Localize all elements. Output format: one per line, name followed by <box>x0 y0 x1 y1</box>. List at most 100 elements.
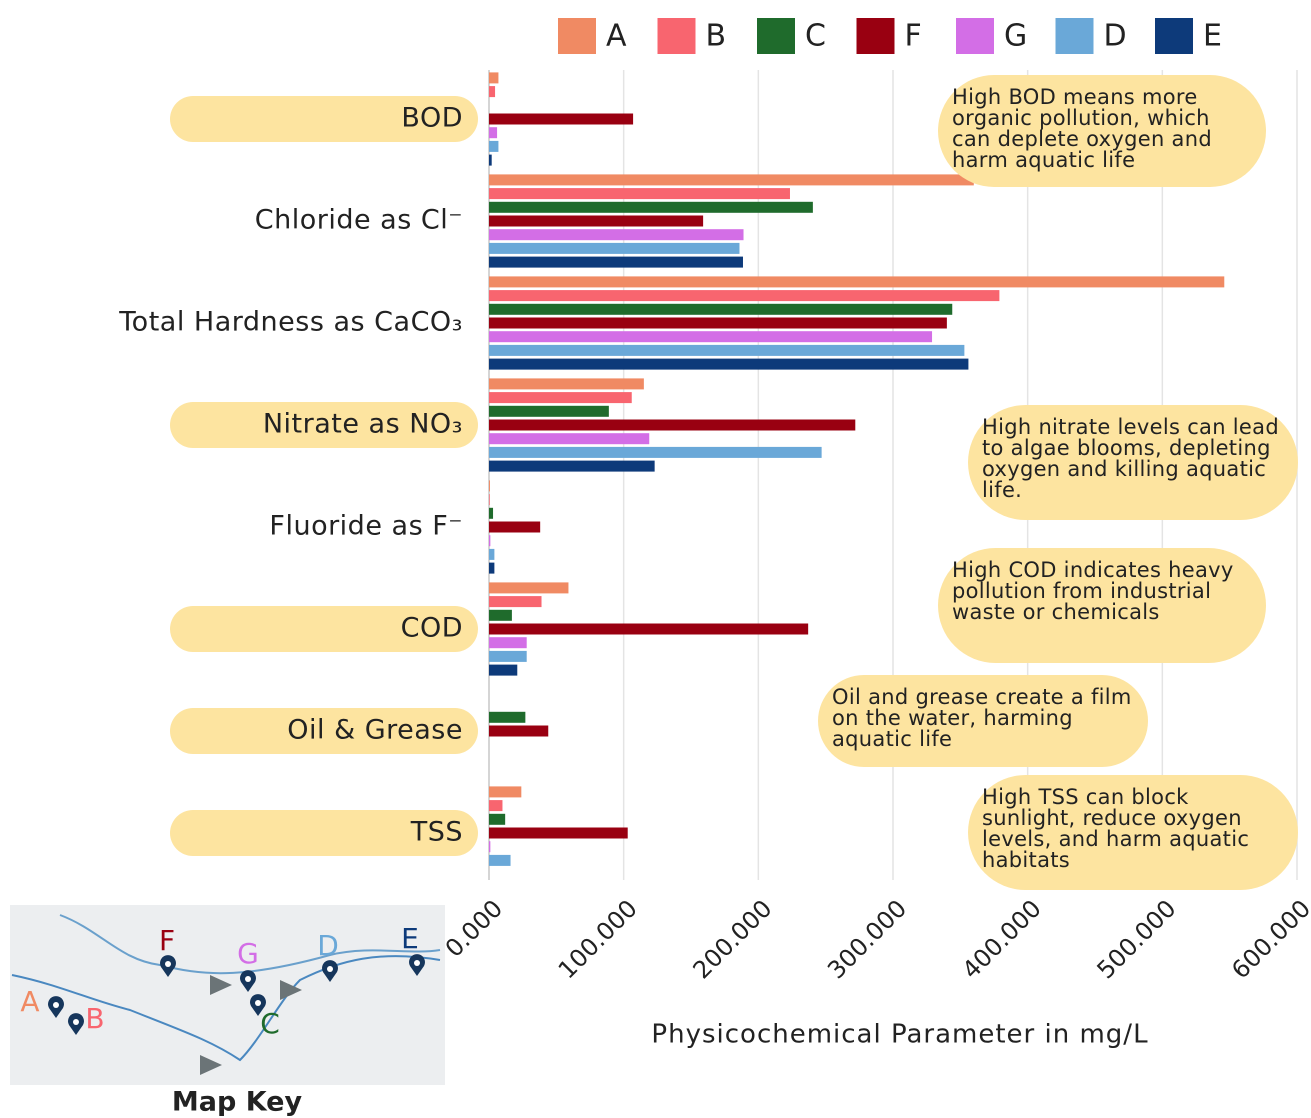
legend-swatch <box>1055 18 1094 54</box>
bar <box>489 127 498 139</box>
legend-label: D <box>1104 19 1127 54</box>
legend-swatch <box>856 18 895 54</box>
map-site-label: C <box>260 1007 280 1040</box>
map-title: Map Key <box>172 1087 303 1118</box>
map-site-label: G <box>237 937 259 970</box>
map-pin-dot <box>327 966 333 972</box>
bar <box>489 229 744 241</box>
map-pin-dot <box>245 976 251 982</box>
map-site-label: F <box>159 924 175 957</box>
x-tick-label: 500.000 <box>1092 894 1182 984</box>
bar <box>489 331 933 343</box>
x-tick-label: 200.000 <box>688 894 778 984</box>
map-site-label: A <box>20 985 39 1018</box>
bar <box>489 446 822 458</box>
bar <box>489 609 512 621</box>
legend-swatch <box>558 18 596 54</box>
bar <box>489 637 527 649</box>
bar <box>489 623 809 635</box>
bar <box>489 188 790 200</box>
legend-swatch <box>657 18 696 54</box>
y-tick-label: Chloride as Cl⁻ <box>255 205 463 236</box>
annotation: Oil and grease create a film on the wate… <box>818 675 1148 767</box>
legend-label: C <box>805 19 826 54</box>
annotation: High TSS can block sunlight, reduce oxyg… <box>968 775 1298 890</box>
bar <box>489 800 503 812</box>
annotation: High COD indicates heavy pollution from … <box>938 548 1266 663</box>
bar <box>489 711 526 723</box>
category-pill <box>170 810 478 856</box>
legend-label: E <box>1203 19 1222 54</box>
bar <box>489 494 490 506</box>
bar <box>489 582 569 594</box>
bar <box>489 72 499 84</box>
river <box>59 914 441 975</box>
map-pin-dot <box>53 1002 59 1008</box>
legend-swatch <box>757 18 795 54</box>
bar <box>489 113 634 125</box>
bar <box>489 392 632 404</box>
flow-arrow <box>200 975 302 1075</box>
bar <box>489 562 495 574</box>
y-tick-label: Nitrate as NO₃ <box>263 409 463 440</box>
legend-label: F <box>905 19 922 54</box>
category-pill <box>170 708 478 754</box>
map <box>10 905 445 1085</box>
bar <box>489 664 518 676</box>
bar <box>489 256 743 268</box>
bar <box>489 535 491 547</box>
bar <box>489 507 494 519</box>
category-pill <box>170 606 478 652</box>
bar <box>489 154 492 166</box>
bar <box>489 433 650 445</box>
y-tick-label: COD <box>401 613 463 644</box>
category-pill <box>170 96 478 142</box>
category-pill <box>170 402 478 448</box>
x-tick-label: 300.000 <box>822 894 912 984</box>
annotation: High BOD means more organic pollution, w… <box>938 75 1266 187</box>
bar <box>489 548 495 560</box>
bar <box>489 419 856 431</box>
x-axis-label: Physicochemical Parameter in mg/L <box>651 1020 1148 1050</box>
annotation: High nitrate levels can lead to algae bl… <box>968 405 1298 520</box>
map-site-label: B <box>85 1002 104 1035</box>
legend-swatch <box>1155 18 1193 54</box>
bar <box>489 813 506 825</box>
legend-label: B <box>706 19 727 54</box>
bar <box>489 140 499 152</box>
bar <box>489 303 953 315</box>
bar <box>489 650 527 662</box>
map-pin-dot <box>165 961 171 967</box>
bar <box>489 841 491 853</box>
bar <box>489 827 628 839</box>
legend-label: A <box>606 19 627 54</box>
map-pin-dot <box>255 1000 261 1006</box>
bar <box>489 174 974 186</box>
bar <box>489 201 813 213</box>
bar <box>489 276 1225 288</box>
bar <box>489 725 549 737</box>
y-tick-label: TSS <box>410 817 463 848</box>
bar <box>489 215 704 227</box>
map-site-label: D <box>317 929 339 962</box>
bar <box>489 317 947 329</box>
y-tick-label: Total Hardness as CaCO₃ <box>118 307 463 338</box>
x-tick-label: 100.000 <box>553 894 643 984</box>
legend-swatch <box>956 18 994 54</box>
bar <box>489 460 655 472</box>
bar <box>489 344 965 356</box>
map-pin-dot <box>73 1019 79 1025</box>
y-tick-label: BOD <box>401 103 463 134</box>
bar <box>489 786 522 798</box>
x-tick-label: 600.000 <box>1226 894 1311 984</box>
y-tick-label: Fluoride as F⁻ <box>269 511 463 542</box>
y-tick-label: Oil & Grease <box>287 715 463 746</box>
bar <box>489 378 644 390</box>
map-background <box>10 905 445 1085</box>
x-tick-label: 0.000 <box>440 894 508 962</box>
bar <box>489 405 609 417</box>
bar <box>489 86 496 98</box>
bar <box>489 290 1000 302</box>
